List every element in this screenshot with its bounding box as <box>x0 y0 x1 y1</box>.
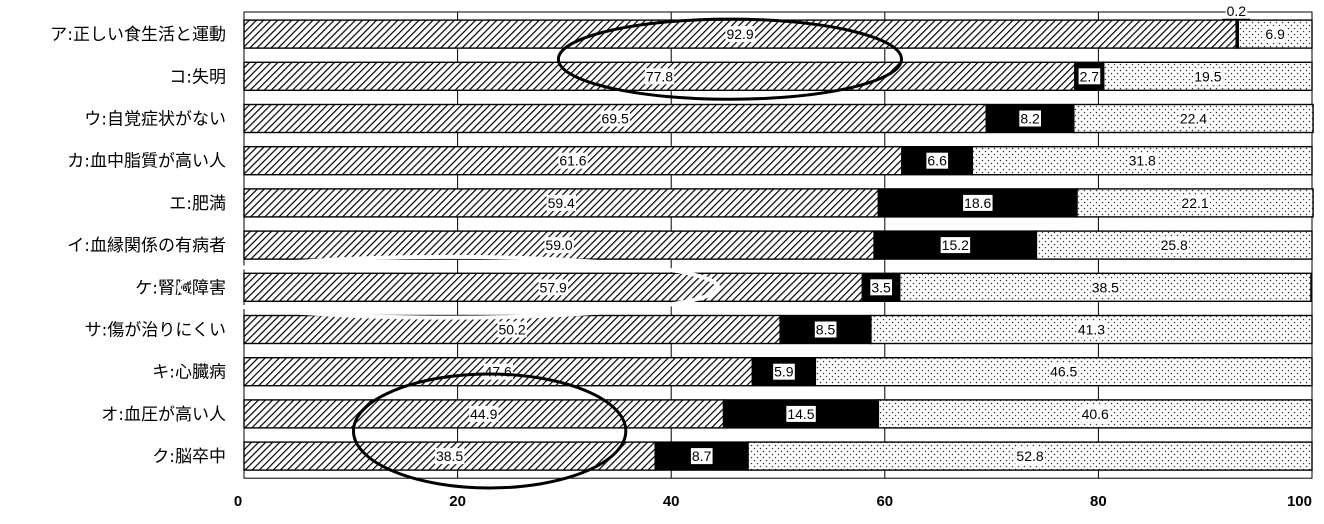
category-label: オ:血圧が高い人 <box>101 405 226 425</box>
category-label: ク:脳卒中 <box>152 447 226 467</box>
x-tick-label: 60 <box>876 493 893 510</box>
data-label: 6.9 <box>1265 26 1285 42</box>
bar-segment-3 <box>899 272 1312 302</box>
x-tick-label: 100 <box>1287 493 1312 510</box>
x-axis-ticks: 0 20 40 60 80 100 <box>234 493 1312 510</box>
data-label-background <box>1178 110 1209 127</box>
bar-segment-2 <box>861 272 901 302</box>
data-label-background <box>690 448 713 465</box>
data-label: 2.7 <box>1080 68 1100 84</box>
annotation-ellipse <box>556 17 903 101</box>
data-label-background <box>1078 68 1101 85</box>
data-label: 50.2 <box>498 322 525 338</box>
data-label-background <box>1076 321 1107 338</box>
data-label-background <box>558 152 588 169</box>
data-label-background <box>1019 110 1041 127</box>
data-label-background <box>538 279 569 296</box>
data-label-background <box>1193 68 1223 85</box>
data-label-background <box>544 237 574 254</box>
category-labels: ア:正しい食生活と運動コ:失明ウ:自覚症状がないカ:血中脂質が高い人エ:肥満イ:… <box>50 25 226 467</box>
data-label: 38.5 <box>1092 279 1119 295</box>
data-label-background <box>469 405 499 422</box>
annotation-ellipse <box>177 254 721 320</box>
data-label: 57.9 <box>540 279 567 295</box>
data-label: 41.3 <box>1078 322 1105 338</box>
data-label-background <box>1159 237 1190 254</box>
data-label-background <box>940 237 971 254</box>
data-label-background <box>1015 448 1045 465</box>
data-label-background <box>814 321 837 338</box>
data-label-background <box>926 152 949 169</box>
data-label: 46.5 <box>1050 364 1077 380</box>
data-label-background <box>725 26 755 43</box>
data-label: 69.5 <box>602 111 629 127</box>
data-label: 77.8 <box>646 68 673 84</box>
annotation-ellipse <box>351 372 628 490</box>
data-label-background <box>600 110 630 127</box>
data-labels: 92.9 0.2 6.9 77.8 2.7 19.5 69.5 8.2 22.4 61.6 6.6 3… <box>434 3 1287 465</box>
annotation-ellipses <box>177 17 903 490</box>
data-label-background <box>644 68 675 85</box>
data-label: 18.6 <box>964 195 991 211</box>
data-label: 8.2 <box>1020 111 1040 127</box>
data-label-background <box>546 194 577 211</box>
data-label: 8.7 <box>692 448 712 464</box>
data-label-background <box>1225 3 1248 20</box>
data-label: 19.5 <box>1194 68 1221 84</box>
data-label-background <box>773 363 795 380</box>
data-label-background <box>1127 152 1158 169</box>
data-label: 40.6 <box>1082 406 1109 422</box>
category-label: コ:失明 <box>169 67 226 87</box>
category-label: ア:正しい食生活と運動 <box>50 25 226 45</box>
x-tick-label: 80 <box>1090 493 1107 510</box>
data-label-background <box>1264 26 1287 43</box>
data-label: 0.2 <box>1227 3 1247 19</box>
category-label: キ:心臓病 <box>152 363 226 383</box>
data-label: 61.6 <box>559 153 586 169</box>
data-label: 6.6 <box>927 153 947 169</box>
x-tick-label: 0 <box>234 493 242 510</box>
data-label: 52.8 <box>1016 448 1043 464</box>
data-label-background <box>786 405 816 422</box>
data-label-background <box>870 279 893 296</box>
data-label: 22.4 <box>1180 111 1207 127</box>
data-label: 92.9 <box>726 26 753 42</box>
data-label: 25.8 <box>1161 237 1188 253</box>
bar-segment-1 <box>243 357 754 387</box>
data-label: 59.4 <box>548 195 575 211</box>
data-label: 3.5 <box>871 279 891 295</box>
category-label: イ:血縁関係の有病者 <box>67 236 226 256</box>
data-label-background <box>1090 279 1121 296</box>
data-label: 59.0 <box>545 237 572 253</box>
data-label: 5.9 <box>774 364 794 380</box>
data-label-background <box>434 448 465 465</box>
data-label: 47.6 <box>485 364 512 380</box>
data-label: 44.9 <box>470 406 497 422</box>
data-label-background <box>1080 405 1111 422</box>
data-label-background <box>1180 194 1210 211</box>
data-label: 31.8 <box>1129 153 1156 169</box>
x-tick-label: 20 <box>449 493 466 510</box>
data-label: 15.2 <box>942 237 969 253</box>
category-label: サ:傷が治りにくい <box>85 321 226 341</box>
category-label: エ:肥満 <box>169 194 226 214</box>
data-label-background <box>1049 363 1079 380</box>
bar-series <box>243 19 1314 471</box>
data-label: 8.5 <box>816 322 836 338</box>
x-tick-label: 40 <box>663 493 680 510</box>
category-label: カ:血中脂質が高い人 <box>67 152 226 172</box>
data-label: 14.5 <box>787 406 814 422</box>
data-label: 38.5 <box>436 448 463 464</box>
data-label: 22.1 <box>1181 195 1208 211</box>
data-label-background <box>963 194 993 211</box>
category-label: ウ:自覚症状がない <box>84 110 226 130</box>
data-label-background <box>497 321 527 338</box>
